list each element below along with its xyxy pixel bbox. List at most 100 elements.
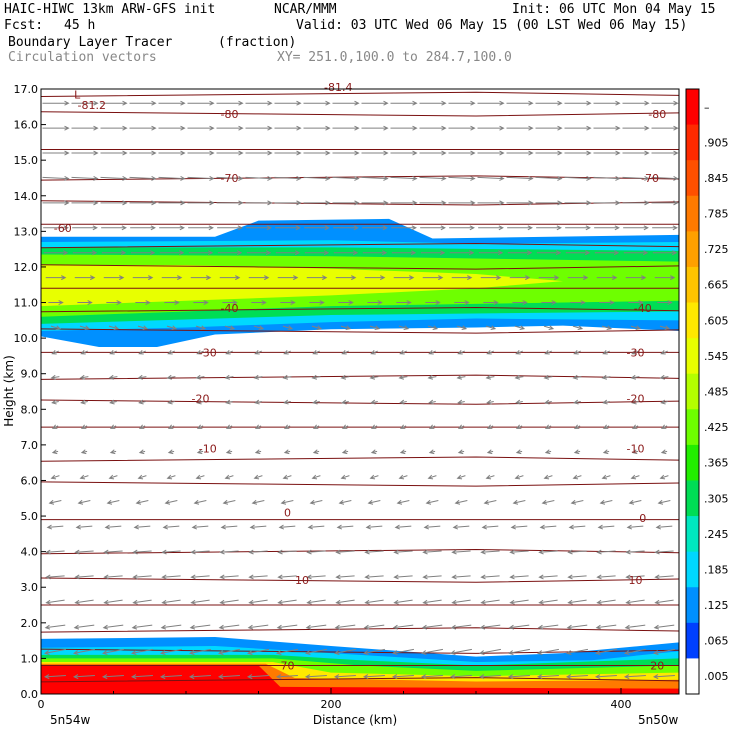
- wind-vector: [335, 574, 355, 580]
- wind-vector: [101, 674, 124, 680]
- wind-vector: [283, 399, 291, 405]
- wind-vector: [573, 349, 581, 355]
- wind-vector: [537, 624, 559, 630]
- wind-vector: [219, 574, 239, 580]
- plot-frame: [40, 88, 680, 695]
- wind-vector: [452, 524, 470, 530]
- wind-vector: [651, 150, 679, 156]
- tracer-band-upper_lime: [41, 265, 563, 307]
- contour-label: -10: [199, 442, 217, 455]
- wind-vector: [456, 474, 466, 480]
- wind-vector: [340, 374, 350, 380]
- wind-vector: [218, 648, 240, 655]
- y-tick-label: 14.0: [14, 190, 39, 203]
- wind-vector: [593, 150, 621, 156]
- temperature-contour: [41, 307, 679, 313]
- y-tick-label: 7.0: [21, 439, 39, 452]
- wind-vector: [77, 300, 93, 305]
- y-tick-label: 8.0: [21, 403, 39, 416]
- contour-label: -10: [627, 442, 645, 455]
- wind-vector: [277, 599, 297, 605]
- wind-vector: [538, 549, 558, 555]
- colorbar-swatch: [686, 338, 699, 375]
- wind-vector: [50, 474, 60, 480]
- wind-vector: [508, 624, 530, 630]
- wind-vector: [477, 175, 505, 181]
- wind-vector: [361, 150, 389, 156]
- wind-vector: [419, 125, 447, 131]
- wind-vector: [274, 175, 302, 181]
- wind-vector: [137, 474, 147, 480]
- wind-vector: [79, 325, 91, 331]
- wind-vector: [247, 624, 269, 630]
- y-tick-label: 11.0: [14, 297, 39, 310]
- wind-vector: [392, 624, 414, 630]
- wind-vector: [51, 424, 59, 429]
- wind-vector: [224, 374, 234, 380]
- wind-vector: [42, 100, 70, 106]
- wind-vector: [312, 424, 320, 429]
- wind-vector: [43, 674, 66, 680]
- contour-label: -20: [192, 393, 210, 406]
- wind-vector: [253, 474, 263, 480]
- wind-vector: [103, 574, 123, 580]
- wind-vector: [515, 349, 523, 355]
- wind-vector: [538, 574, 558, 580]
- wind-vector: [332, 200, 360, 206]
- wind-vector: [449, 250, 475, 256]
- wind-vector: [245, 200, 273, 206]
- wind-vector: [398, 474, 408, 480]
- contour-label: -70: [221, 172, 239, 185]
- temperature-contour: [41, 264, 679, 270]
- temperature-contour: [41, 577, 679, 583]
- colorbar-label: .065: [704, 635, 729, 648]
- wind-vector: [449, 225, 475, 231]
- colorbar-swatch: [686, 409, 699, 446]
- wind-vector: [332, 150, 360, 156]
- temperature-contour: [41, 242, 679, 249]
- wind-vector: [254, 399, 262, 405]
- colorbar-swatch: [686, 89, 699, 126]
- wind-vector: [361, 100, 389, 106]
- wind-vector: [425, 300, 441, 305]
- wind-vector: [103, 549, 123, 555]
- wind-vector: [593, 125, 621, 131]
- wind-vector: [515, 449, 523, 455]
- wind-vector: [628, 300, 644, 305]
- wind-vector: [161, 599, 181, 605]
- wind-vector: [106, 499, 120, 505]
- wind-vector: [109, 449, 117, 455]
- wind-vector: [216, 175, 244, 181]
- wind-vector: [422, 599, 442, 605]
- wind-vector: [303, 200, 331, 206]
- wind-vector: [654, 549, 674, 555]
- contour-labels: 70 20 10 10 0 0 -10 -10 -20 -20 -30 -30 -40 -40 -60 -70…: [54, 81, 666, 672]
- wind-vector: [624, 648, 646, 655]
- wind-vector: [454, 300, 470, 305]
- temperature-contour: [41, 456, 679, 462]
- wind-vector: [219, 549, 239, 555]
- wind-vector: [217, 674, 240, 680]
- wind-vector: [423, 524, 441, 530]
- temperature-contour: [41, 328, 679, 334]
- wind-vector: [332, 175, 360, 181]
- wind-vector: [657, 499, 671, 505]
- wind-vector: [278, 524, 296, 530]
- wind-vector: [393, 275, 415, 281]
- wind-vector: [361, 200, 389, 206]
- colorbar-label: .305: [704, 492, 729, 505]
- wind-vector: [419, 200, 447, 206]
- wind-vector: [602, 349, 610, 355]
- wind-vector: [391, 674, 414, 680]
- wind-vector: [45, 275, 67, 281]
- wind-vector: [338, 499, 352, 505]
- wind-vector: [73, 648, 95, 655]
- wind-vector: [280, 300, 296, 305]
- wind-vector: [50, 325, 62, 331]
- temperature-contour: [41, 399, 679, 405]
- wind-vector: [306, 574, 326, 580]
- wind-vector: [566, 624, 588, 630]
- wind-vector: [480, 599, 500, 605]
- wind-vector: [595, 624, 617, 630]
- colorbar-swatch: [686, 195, 699, 232]
